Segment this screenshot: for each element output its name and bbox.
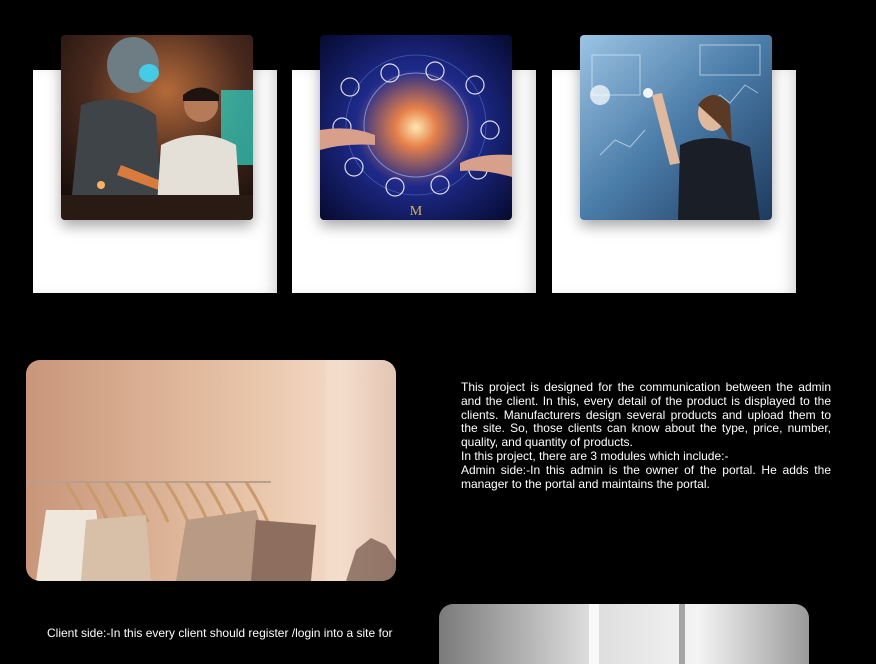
modules-intro: In this project, there are 3 modules whi… <box>461 450 831 464</box>
holographic-interface-image <box>580 35 772 220</box>
clothes-rack-image <box>26 360 396 581</box>
client-side-text: Client side:-In this every client should… <box>47 627 417 641</box>
robot-and-man-image <box>61 35 253 220</box>
admin-side-text: Admin side:-In this admin is the owner o… <box>461 464 831 492</box>
digital-network-image: M <box>320 35 512 220</box>
interior-room-image <box>439 604 809 664</box>
project-description: This project is designed for the communi… <box>461 381 831 491</box>
description-paragraph: This project is designed for the communi… <box>461 381 831 450</box>
svg-text:M: M <box>410 204 423 219</box>
